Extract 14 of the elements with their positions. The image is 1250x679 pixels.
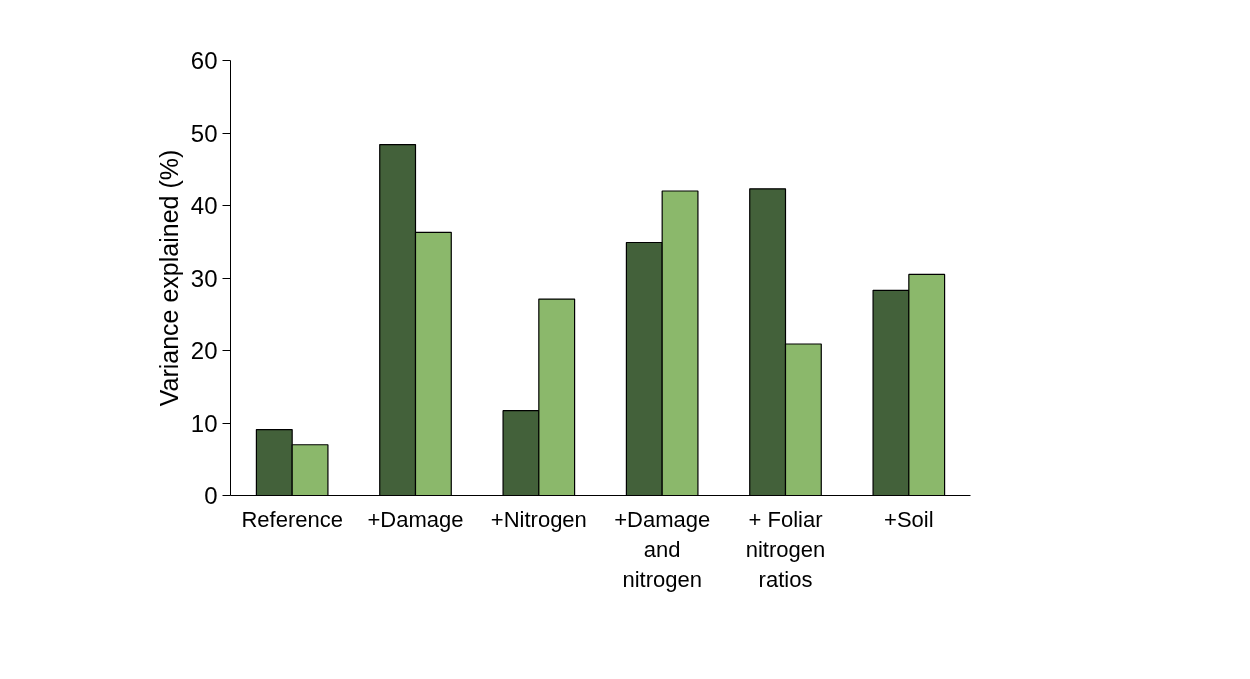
x-tick-label: +Nitrogen: [490, 506, 587, 532]
y-tick-label: 50: [190, 119, 218, 147]
x-tick-label: +Damage: [367, 506, 464, 532]
y-tick-label: 10: [190, 409, 218, 437]
y-tick-label: 0: [204, 482, 218, 509]
x-tick-label: + Foliar nitrogen ratios: [745, 506, 826, 592]
y-tick-label: 40: [190, 192, 218, 219]
x-tick-label: +Soil: [884, 506, 934, 532]
y-tick-label: 60: [190, 47, 218, 74]
x-tick-label: +Damage and nitrogen: [614, 506, 711, 592]
y-tick-label: 30: [190, 264, 218, 292]
x-tick-label: Reference: [241, 506, 343, 532]
y-tick-label: 20: [190, 337, 218, 364]
y-axis-title: Variance explained (%): [154, 149, 183, 407]
